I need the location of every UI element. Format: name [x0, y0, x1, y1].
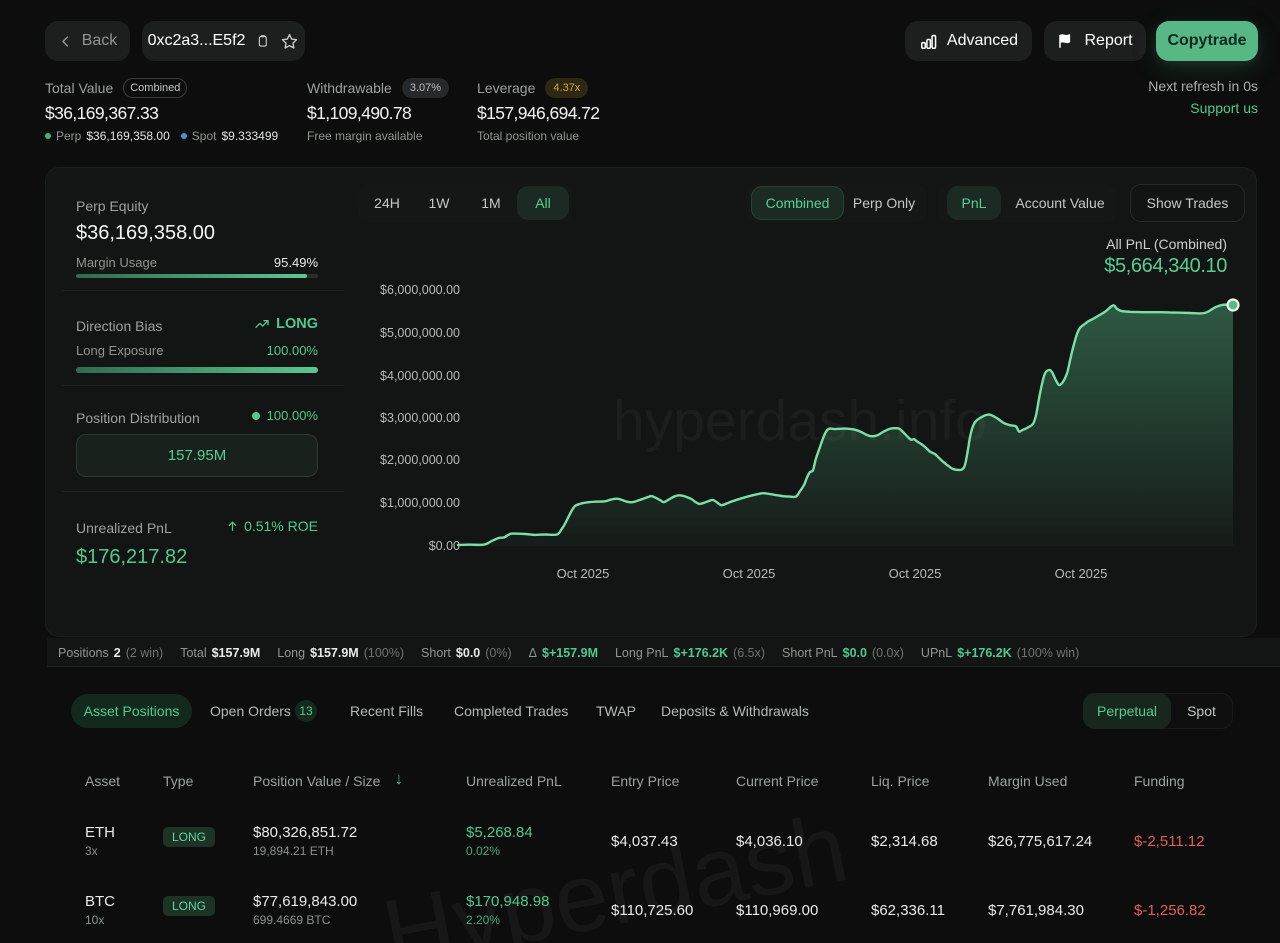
svg-text:$4,000,000.00: $4,000,000.00: [380, 369, 460, 383]
svg-text:hyperdash.info: hyperdash.info: [613, 389, 987, 453]
svg-text:$1,000,000.00: $1,000,000.00: [380, 496, 460, 510]
svg-text:$2,000,000.00: $2,000,000.00: [380, 453, 460, 467]
svg-text:$5,000,000.00: $5,000,000.00: [380, 326, 460, 340]
svg-text:Oct 2025: Oct 2025: [723, 566, 776, 581]
svg-text:Oct 2025: Oct 2025: [557, 566, 610, 581]
svg-text:Oct 2025: Oct 2025: [889, 566, 942, 581]
svg-text:Oct 2025: Oct 2025: [1055, 566, 1108, 581]
svg-text:$3,000,000.00: $3,000,000.00: [380, 411, 460, 425]
svg-text:$0.00: $0.00: [429, 539, 460, 553]
svg-text:$6,000,000.00: $6,000,000.00: [380, 283, 460, 297]
